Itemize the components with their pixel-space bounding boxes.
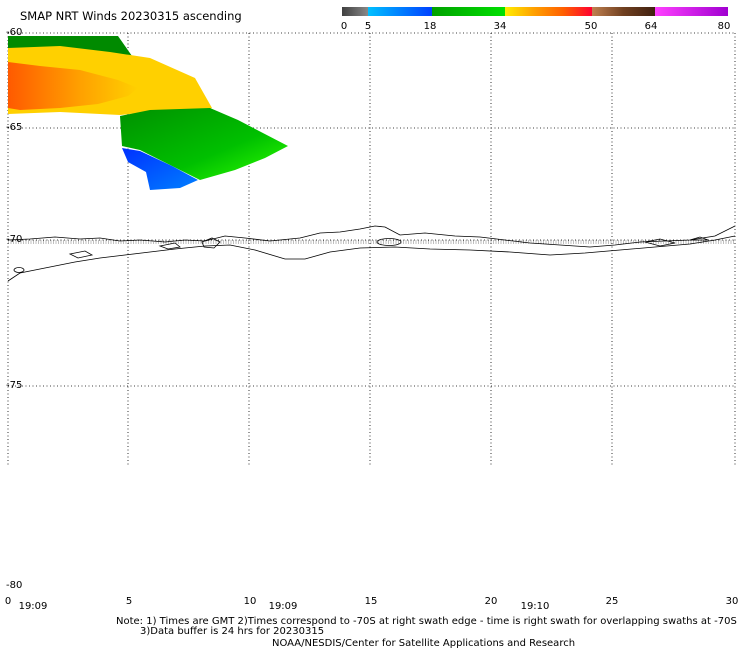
- colorbar-label-0: 0: [340, 21, 348, 32]
- ice-shelf-hatch: [8, 240, 735, 244]
- lat-label-80: -80: [6, 580, 23, 591]
- colorbar-label-80: 80: [717, 21, 731, 32]
- map-title: SMAP NRT Winds 20230315 ascending: [20, 9, 242, 23]
- colorbar-label-5: 5: [364, 21, 372, 32]
- lon-label-25: 25: [605, 596, 619, 607]
- lat-label-65: -65: [6, 122, 23, 133]
- credit-line: NOAA/NESDIS/Center for Satellite Applica…: [272, 638, 576, 649]
- lon-label-15: 15: [364, 596, 378, 607]
- wind-speed-colorbar: [342, 7, 728, 16]
- grid-lines: [7, 32, 736, 465]
- lon-label-10: 10: [243, 596, 257, 607]
- time-label-2: 19:09: [268, 601, 298, 612]
- lon-label-30: 30: [725, 596, 739, 607]
- wind-region-green: [120, 108, 288, 180]
- colorbar-segment-64-80: [655, 7, 728, 16]
- colorbar-segment-0-5: [342, 7, 368, 16]
- lat-label-75: -75: [6, 380, 23, 391]
- wind-region-orange: [8, 62, 138, 110]
- lon-label-5: 5: [125, 596, 133, 607]
- time-label-3: 19:10: [520, 601, 550, 612]
- colorbar-segment-50-64: [592, 7, 655, 16]
- colorbar-label-18: 18: [423, 21, 437, 32]
- colorbar-segment-5-18: [368, 7, 432, 16]
- lon-label-0: 0: [4, 596, 12, 607]
- wind-swath: [8, 36, 288, 190]
- colorbar-label-50: 50: [584, 21, 598, 32]
- wind-region-blue: [122, 148, 198, 190]
- coastline: [7, 225, 736, 282]
- lat-label-60: -60: [6, 27, 23, 38]
- colorbar-segment-34-50: [505, 7, 592, 16]
- lon-label-20: 20: [484, 596, 498, 607]
- note-line-2: 3)Data buffer is 24 hrs for 20230315: [140, 626, 325, 637]
- time-label-1: 19:09: [18, 601, 48, 612]
- lat-label-70: -70: [6, 234, 23, 245]
- colorbar-segment-18-34: [432, 7, 505, 16]
- colorbar-label-64: 64: [644, 21, 658, 32]
- note-line-1: Note: 1) Times are GMT 2)Times correspon…: [116, 616, 737, 627]
- colorbar-label-34: 34: [493, 21, 507, 32]
